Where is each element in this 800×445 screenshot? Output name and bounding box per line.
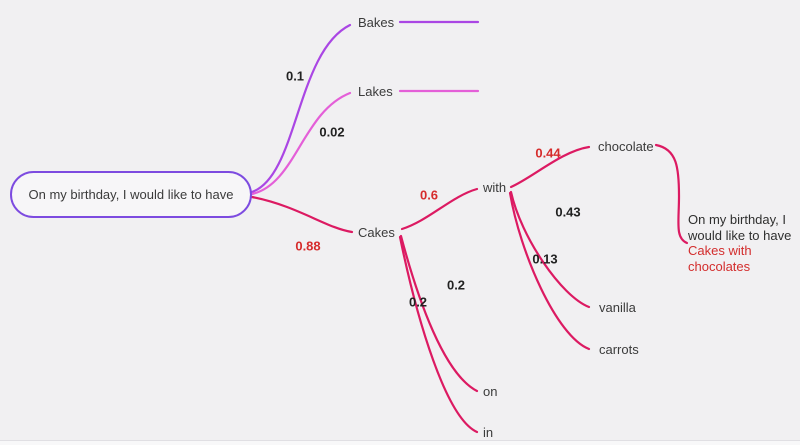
result-sentence: On my birthday, I would like to have Cak…: [688, 212, 791, 274]
prob-chocolate: 0.44: [535, 145, 561, 161]
root-node-label: On my birthday, I would like to have: [28, 187, 234, 202]
root-node: On my birthday, I would like to have: [10, 171, 252, 218]
result-prefix-line-2: would like to have: [688, 227, 792, 243]
edge-with-carrots: [508, 191, 591, 351]
prob-lakes: 0.02: [319, 124, 345, 140]
edge-with-chocolate: [509, 145, 591, 189]
node-bakes: Bakes: [358, 15, 395, 30]
prob-with: 0.6: [419, 187, 439, 203]
node-lakes: Lakes: [358, 84, 393, 99]
node-vanilla: vanilla: [599, 300, 636, 315]
prob-cakes: 0.88: [295, 238, 321, 254]
node-carrots: carrots: [599, 342, 639, 357]
edge-cakes-in: [398, 235, 479, 434]
node-on: on: [483, 384, 498, 399]
node-cakes: Cakes: [358, 225, 395, 240]
edge-cakes-on: [399, 234, 479, 393]
node-with: with: [483, 180, 507, 195]
edge-root-bakes: [250, 23, 352, 194]
prob-on: 0.2: [446, 277, 466, 293]
result-completion-line-2: chocolates: [688, 258, 751, 274]
edge-cakes-with: [400, 187, 479, 231]
edge-root-cakes: [250, 195, 354, 234]
edge-root-lakes: [250, 91, 352, 196]
prob-vanilla: 0.43: [555, 204, 581, 220]
prob-bakes: 0.1: [285, 68, 305, 84]
frame-bottom-divider: [0, 440, 800, 445]
result-completion-line-1: Cakes with: [688, 243, 752, 258]
result-prefix-line-1: On my birthday, I: [688, 212, 787, 227]
prob-carrots: 0.13: [532, 251, 558, 267]
edge-with-vanilla: [509, 190, 591, 309]
node-in: in: [483, 425, 494, 440]
prob-in: 0.2: [408, 294, 428, 310]
node-chocolate: chocolate: [598, 139, 654, 154]
edge-chocolate-result: [654, 143, 689, 245]
